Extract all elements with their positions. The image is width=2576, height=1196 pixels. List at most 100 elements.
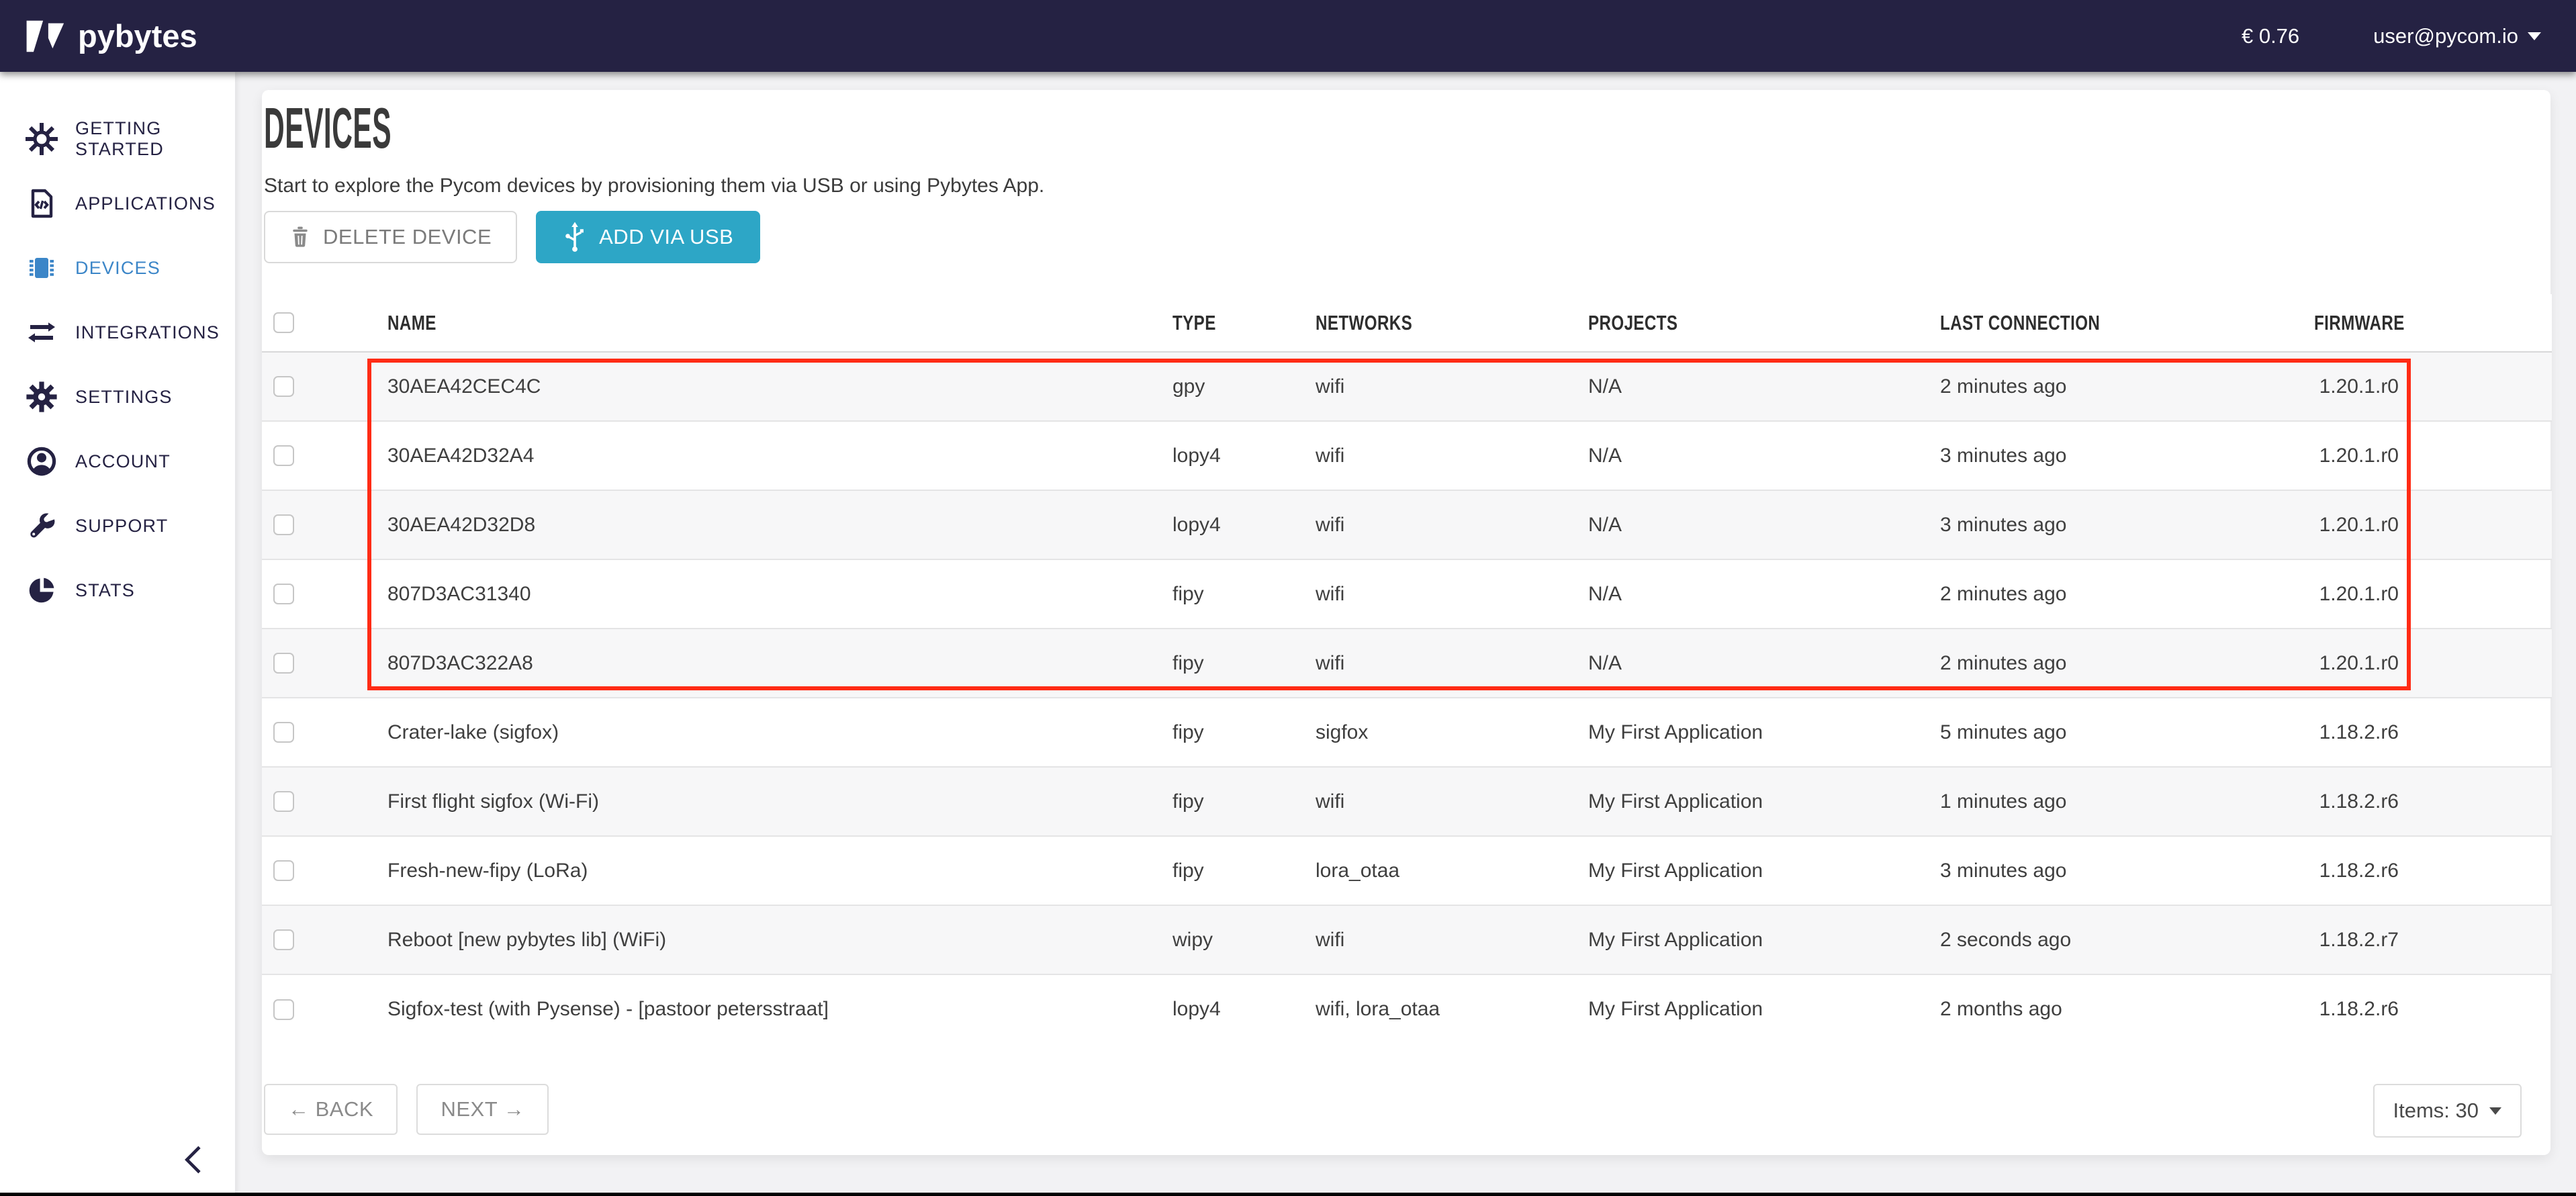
sidebar-item-devices[interactable]: DEVICES (0, 236, 235, 300)
sidebar-item-stats[interactable]: STATS (0, 558, 235, 623)
table-row[interactable]: 30AEA42D32D8lopy4wifiN/A3 minutes ago1.2… (262, 490, 2552, 559)
cell-firmware: 1.18.2.r6 (2314, 836, 2552, 905)
sidebar-item-label: STATS (75, 580, 135, 601)
cell-networks: wifi (1316, 490, 1588, 559)
delete-device-button[interactable]: DELETE DEVICE (264, 211, 517, 263)
cell-projects: My First Application (1588, 698, 1940, 767)
column-header-last-connection: LAST CONNECTION (1940, 294, 2314, 352)
chip-icon (26, 252, 58, 284)
column-header-type: TYPE (1172, 294, 1316, 352)
sidebar-item-label: DEVICES (75, 258, 160, 279)
sidebar-item-account[interactable]: ACCOUNT (0, 429, 235, 494)
sidebar-item-label: GETTING STARTED (75, 118, 235, 160)
arrows-swap-icon (26, 316, 58, 349)
row-checkbox[interactable] (273, 929, 294, 950)
cell-name: Sigfox-test (with Pysense) - [pastoor pe… (387, 974, 1172, 1044)
cell-type: fipy (1172, 559, 1316, 629)
column-header-projects: PROJECTS (1588, 294, 1940, 352)
cell-networks: wifi (1316, 352, 1588, 421)
row-checkbox[interactable] (273, 860, 294, 881)
logo-text: pybytes (78, 17, 197, 54)
table-row[interactable]: 807D3AC31340fipywifiN/A2 minutes ago1.20… (262, 559, 2552, 629)
gear-icon (26, 381, 58, 413)
usb-icon (563, 221, 587, 253)
cell-last-connection: 2 seconds ago (1940, 905, 2314, 974)
table-row[interactable]: 30AEA42CEC4CgpywifiN/A2 minutes ago1.20.… (262, 352, 2552, 421)
pybytes-logo[interactable]: pybytes (24, 15, 197, 57)
page-subtitle: Start to explore the Pycom devices by pr… (264, 175, 2550, 197)
cell-name: First flight sigfox (Wi-Fi) (387, 767, 1172, 836)
cell-projects: My First Application (1588, 836, 1940, 905)
cell-projects: N/A (1588, 421, 1940, 490)
column-header-firmware: FIRMWARE (2314, 294, 2552, 352)
table-header-row: NAME TYPE NETWORKS PROJECTS LAST CONNECT… (262, 294, 2552, 352)
sidebar-item-getting-started[interactable]: GETTING STARTED (0, 107, 235, 171)
select-all-checkbox[interactable] (273, 312, 294, 333)
table-row[interactable]: Fresh-new-fipy (LoRa)fipylora_otaaMy Fir… (262, 836, 2552, 905)
row-checkbox[interactable] (273, 791, 294, 812)
row-checkbox[interactable] (273, 376, 294, 397)
sidebar-item-applications[interactable]: APPLICATIONS (0, 171, 235, 236)
items-per-page-dropdown[interactable]: Items: 30 (2373, 1084, 2522, 1138)
sidebar-item-integrations[interactable]: INTEGRATIONS (0, 300, 235, 365)
cell-type: gpy (1172, 352, 1316, 421)
cell-name: 807D3AC31340 (387, 559, 1172, 629)
sidebar-item-settings[interactable]: SETTINGS (0, 365, 235, 429)
back-button[interactable]: ← BACK (264, 1084, 398, 1135)
sidebar-item-support[interactable]: SUPPORT (0, 494, 235, 558)
cell-last-connection: 3 minutes ago (1940, 421, 2314, 490)
wrench-icon (26, 510, 58, 542)
chevron-down-icon (2528, 32, 2541, 40)
cell-type: fipy (1172, 629, 1316, 698)
row-checkbox[interactable] (273, 445, 294, 466)
user-menu[interactable]: user@pycom.io (2373, 24, 2541, 48)
code-file-icon (26, 187, 58, 220)
cell-firmware: 1.20.1.r0 (2314, 421, 2552, 490)
row-checkbox[interactable] (273, 999, 294, 1020)
cell-networks: wifi (1316, 629, 1588, 698)
cell-firmware: 1.18.2.r6 (2314, 974, 2552, 1044)
cell-firmware: 1.20.1.r0 (2314, 629, 2552, 698)
cell-last-connection: 5 minutes ago (1940, 698, 2314, 767)
cell-last-connection: 2 months ago (1940, 974, 2314, 1044)
items-per-page-label: Items: 30 (2393, 1099, 2479, 1123)
table-row[interactable]: First flight sigfox (Wi-Fi)fipywifiMy Fi… (262, 767, 2552, 836)
cell-firmware: 1.20.1.r0 (2314, 490, 2552, 559)
pagination: ← BACK NEXT → Items: 30 (264, 1084, 2550, 1138)
page-title: DEVICES (264, 98, 2550, 160)
cell-name: 30AEA42D32A4 (387, 421, 1172, 490)
cell-type: fipy (1172, 836, 1316, 905)
table-row[interactable]: Reboot [new pybytes lib] (WiFi)wipywifiM… (262, 905, 2552, 974)
cell-type: lopy4 (1172, 974, 1316, 1044)
table-row[interactable]: 30AEA42D32A4lopy4wifiN/A3 minutes ago1.2… (262, 421, 2552, 490)
cell-firmware: 1.20.1.r0 (2314, 352, 2552, 421)
cell-name: Reboot [new pybytes lib] (WiFi) (387, 905, 1172, 974)
cell-projects: My First Application (1588, 974, 1940, 1044)
cell-last-connection: 3 minutes ago (1940, 490, 2314, 559)
cell-name: 30AEA42CEC4C (387, 352, 1172, 421)
row-checkbox[interactable] (273, 722, 294, 743)
add-via-usb-label: ADD VIA USB (599, 225, 733, 249)
cell-firmware: 1.18.2.r7 (2314, 905, 2552, 974)
cell-networks: sigfox (1316, 698, 1588, 767)
devices-panel: DEVICES Start to explore the Pycom devic… (262, 90, 2550, 1155)
table-row[interactable]: 807D3AC322A8fipywifiN/A2 minutes ago1.20… (262, 629, 2552, 698)
collapse-sidebar-chevron-icon[interactable] (176, 1141, 214, 1179)
row-checkbox[interactable] (273, 584, 294, 604)
cell-last-connection: 1 minutes ago (1940, 767, 2314, 836)
table-row[interactable]: Sigfox-test (with Pysense) - [pastoor pe… (262, 974, 2552, 1044)
screen-bottom-edge (0, 1193, 2576, 1196)
sidebar: GETTING STARTED APPLICATIONS DE (0, 72, 235, 1196)
next-button[interactable]: NEXT → (416, 1084, 549, 1135)
cell-projects: N/A (1588, 629, 1940, 698)
cell-type: lopy4 (1172, 490, 1316, 559)
cell-name: Crater-lake (sigfox) (387, 698, 1172, 767)
add-via-usb-button[interactable]: ADD VIA USB (536, 211, 760, 263)
cell-projects: N/A (1588, 559, 1940, 629)
sidebar-item-label: ACCOUNT (75, 451, 171, 472)
sidebar-item-label: SUPPORT (75, 516, 168, 537)
account-balance: € 0.76 (2242, 24, 2299, 48)
row-checkbox[interactable] (273, 514, 294, 535)
table-row[interactable]: Crater-lake (sigfox)fipysigfoxMy First A… (262, 698, 2552, 767)
row-checkbox[interactable] (273, 653, 294, 674)
